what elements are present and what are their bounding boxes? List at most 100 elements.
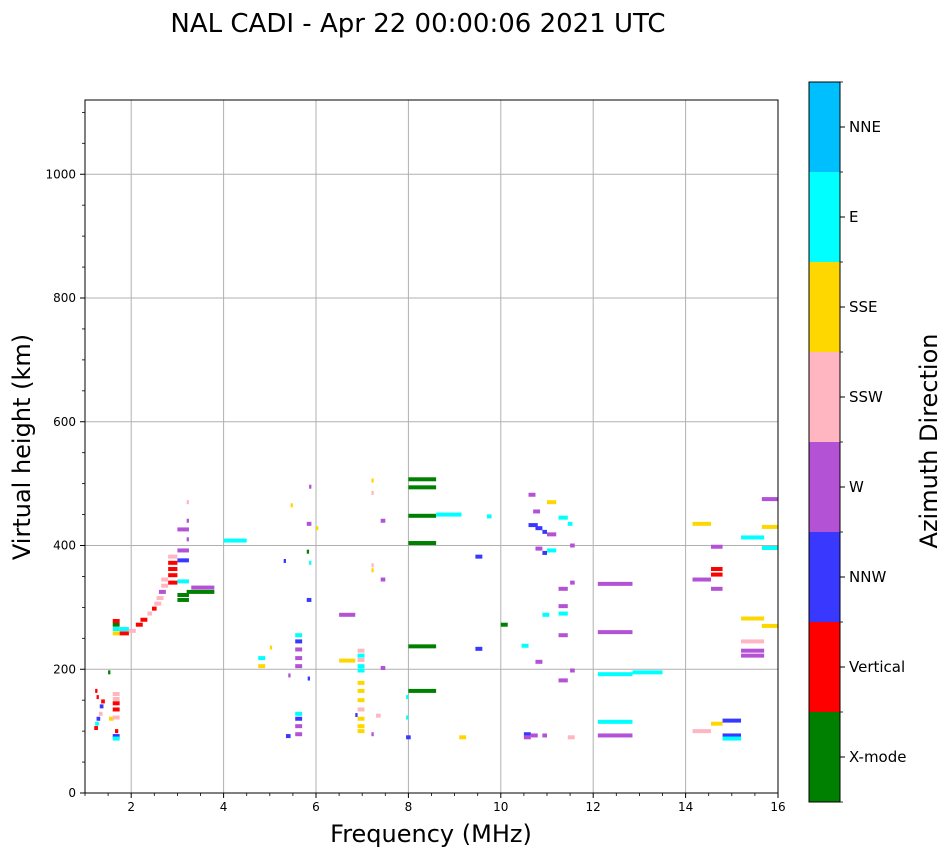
echo-mark [112, 618, 120, 623]
colorbar-frame [808, 81, 841, 803]
echo-mark [533, 509, 541, 514]
echo-mark [99, 704, 104, 709]
echo-mark [161, 577, 169, 582]
echo-mark [371, 490, 374, 495]
x-axis: 2 4 6 8 10 12 14 16 [84, 793, 786, 814]
echo-mark [177, 579, 189, 584]
echo-mark [288, 673, 291, 678]
echo-mark [542, 529, 547, 534]
echo-mark [357, 724, 365, 729]
echo-mark [530, 733, 538, 738]
colorbar-segment [809, 712, 840, 802]
echo-mark [528, 523, 538, 528]
echo-mark [168, 560, 178, 565]
echo-mark [547, 500, 557, 505]
echo-mark [408, 688, 437, 693]
chart-title: NAL CADI - Apr 22 00:00:06 2021 UTC [170, 9, 665, 39]
echo-mark [223, 538, 247, 543]
x-tick-label: 2 [127, 800, 135, 814]
echo-mark [151, 606, 157, 611]
echo-mark [597, 719, 633, 724]
colorbar-segment [809, 622, 840, 712]
y-tick-label: 1000 [45, 167, 76, 181]
echo-mark [406, 735, 411, 740]
echo-mark [295, 647, 303, 652]
echo-mark [158, 589, 166, 594]
echo-mark [436, 512, 462, 517]
echo-mark [357, 707, 365, 712]
echo-mark [357, 653, 365, 658]
echo-mark [95, 721, 99, 726]
x-tick-label: 14 [678, 800, 693, 814]
y-axis: 0 200 400 600 800 1000 [45, 111, 85, 800]
echo-mark [168, 573, 178, 578]
echo-mark [295, 732, 303, 737]
echo-mark [186, 518, 189, 523]
echo-mark [112, 715, 120, 720]
echo-mark [523, 732, 531, 737]
echo-mark [711, 567, 723, 572]
echo-mark [380, 666, 386, 671]
colorbar-tick-label: E [849, 208, 858, 226]
echo-mark [177, 548, 189, 553]
echo-mark [692, 729, 712, 734]
x-axis-label: Frequency (MHz) [330, 820, 532, 848]
echo-mark [558, 678, 568, 683]
y-tick-label: 0 [68, 786, 76, 800]
echo-mark [96, 695, 99, 700]
echo-mark [177, 527, 189, 532]
echo-mark [521, 643, 529, 648]
echo-mark [357, 664, 365, 669]
colorbar-segment [809, 352, 840, 442]
echo-mark [406, 695, 409, 700]
echo-mark [357, 729, 365, 734]
echo-mark [535, 526, 543, 531]
echo-mark [523, 735, 531, 740]
echo-mark [570, 668, 575, 673]
colorbar-tick-label: SSE [849, 298, 878, 316]
echo-mark [357, 698, 365, 703]
grid-lines [85, 100, 778, 793]
echo-mark [295, 656, 303, 661]
echo-mark [547, 548, 557, 553]
echo-mark [692, 577, 712, 582]
azimuth-colorbar: X-mode Vertical NNW W SSW SSE E NNE [808, 81, 906, 803]
plot-area: 2 4 6 8 10 12 14 16 0 200 400 600 800 1000 [45, 99, 786, 814]
echo-mark [558, 611, 568, 616]
echo-mark [290, 503, 293, 508]
echo-mark [547, 532, 557, 537]
echo-mark [528, 492, 536, 497]
echo-mark [406, 715, 409, 720]
echo-mark [558, 633, 568, 638]
echo-marks [94, 477, 778, 741]
echo-mark [597, 672, 633, 677]
echo-mark [567, 735, 575, 740]
echo-mark [161, 583, 169, 588]
echo-mark [741, 653, 765, 658]
echo-mark [570, 543, 575, 548]
plot-background [85, 100, 778, 793]
echo-mark [597, 581, 633, 586]
echo-mark [177, 593, 189, 597]
echo-mark [306, 597, 312, 602]
colorbar-label: Azimuth Direction [915, 334, 943, 549]
echo-mark [408, 541, 437, 546]
x-tick-label: 16 [770, 800, 785, 814]
colorbar-segment [809, 442, 840, 532]
echo-mark [168, 580, 178, 585]
echo-mark [177, 558, 189, 563]
echo-mark [542, 612, 550, 617]
echo-mark [94, 726, 98, 731]
y-tick-label: 400 [53, 539, 76, 553]
echo-mark [741, 639, 765, 644]
echo-mark [357, 657, 365, 662]
echo-mark [357, 688, 365, 693]
echo-mark [597, 630, 633, 635]
echo-mark [570, 580, 575, 585]
echo-mark [408, 644, 437, 649]
colorbar-tick-label: X-mode [849, 748, 906, 766]
echo-mark [112, 707, 120, 712]
echo-mark [186, 589, 215, 594]
echo-mark [761, 623, 778, 628]
colorbar-tick-label: Vertical [849, 658, 905, 676]
